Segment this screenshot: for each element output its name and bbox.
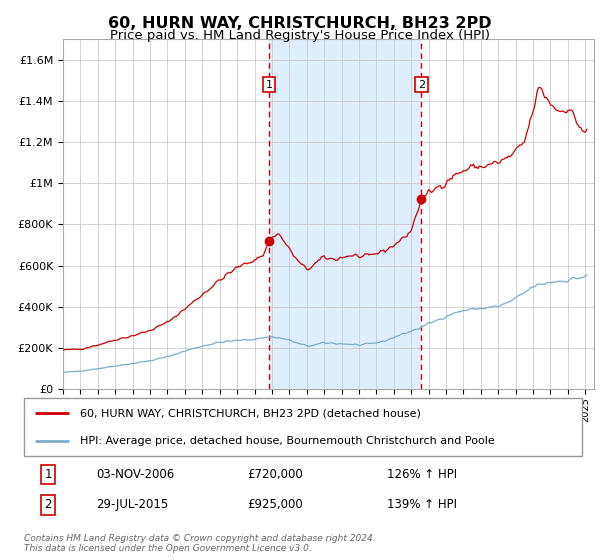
Text: 1: 1 <box>266 80 272 90</box>
Bar <box>269 39 421 389</box>
Text: 126% ↑ HPI: 126% ↑ HPI <box>387 468 457 481</box>
Text: HPI: Average price, detached house, Bournemouth Christchurch and Poole: HPI: Average price, detached house, Bour… <box>80 436 494 446</box>
Text: 2: 2 <box>418 80 425 90</box>
Text: 03-NOV-2006: 03-NOV-2006 <box>97 468 175 481</box>
Text: 2: 2 <box>44 498 52 511</box>
Text: Price paid vs. HM Land Registry's House Price Index (HPI): Price paid vs. HM Land Registry's House … <box>110 29 490 42</box>
Text: 1: 1 <box>44 468 52 481</box>
Text: 139% ↑ HPI: 139% ↑ HPI <box>387 498 457 511</box>
Text: £925,000: £925,000 <box>247 498 303 511</box>
Text: Contains HM Land Registry data © Crown copyright and database right 2024.
This d: Contains HM Land Registry data © Crown c… <box>24 534 376 553</box>
Text: £720,000: £720,000 <box>247 468 303 481</box>
Text: 60, HURN WAY, CHRISTCHURCH, BH23 2PD: 60, HURN WAY, CHRISTCHURCH, BH23 2PD <box>108 16 492 31</box>
Text: 29-JUL-2015: 29-JUL-2015 <box>97 498 169 511</box>
Text: 60, HURN WAY, CHRISTCHURCH, BH23 2PD (detached house): 60, HURN WAY, CHRISTCHURCH, BH23 2PD (de… <box>80 408 421 418</box>
FancyBboxPatch shape <box>24 398 582 456</box>
